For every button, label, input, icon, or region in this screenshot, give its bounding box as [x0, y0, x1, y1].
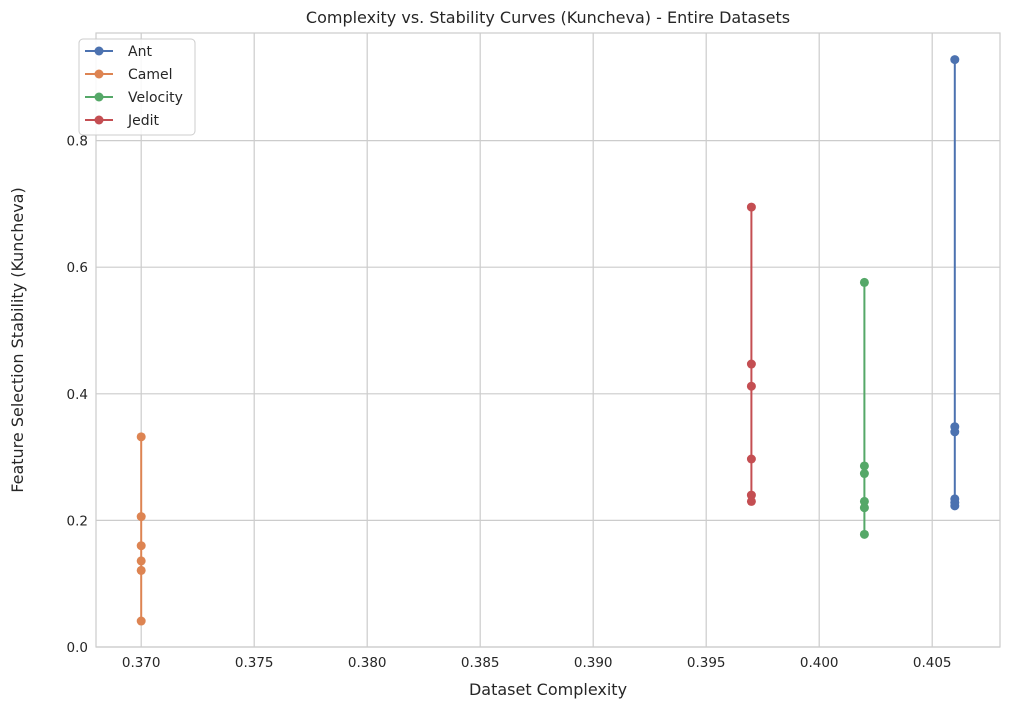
data-point — [859, 496, 869, 506]
series-velocity — [859, 277, 869, 539]
x-tick-label: 0.390 — [574, 655, 613, 671]
series-ant — [950, 55, 960, 511]
series-jedit — [746, 202, 756, 506]
x-tick-label: 0.370 — [122, 655, 161, 671]
y-tick-label: 0.2 — [67, 513, 88, 529]
plot-frame — [95, 32, 1001, 648]
y-tick-label: 0.6 — [67, 260, 88, 276]
data-point — [859, 529, 869, 539]
x-tick-labels: 0.370 0.375 0.380 0.385 0.390 0.395 0.400 0.405 — [122, 655, 952, 671]
legend-label: Camel — [128, 67, 173, 83]
data-point — [136, 565, 146, 575]
data-point — [136, 556, 146, 566]
chart-title: Complexity vs. Stability Curves (Kunchev… — [306, 8, 790, 27]
x-tick-label: 0.395 — [687, 655, 726, 671]
legend-item-ant: Ant — [85, 44, 152, 60]
legend-box — [78, 38, 196, 136]
legend-item-velocity: Velocity — [85, 90, 183, 106]
legend-marker — [94, 115, 104, 125]
legend-item-camel: Camel — [85, 67, 173, 83]
y-tick-label: 0.4 — [67, 387, 88, 403]
data-point — [746, 381, 756, 391]
data-point — [136, 512, 146, 522]
series-camel — [136, 432, 146, 626]
legend-marker — [94, 92, 104, 102]
legend: Ant Camel Velocity Jedit — [78, 38, 196, 136]
data-point — [746, 454, 756, 464]
data-point — [859, 503, 869, 513]
data-point — [950, 427, 960, 437]
data-point — [746, 202, 756, 212]
x-axis-label: Dataset Complexity — [469, 680, 627, 699]
data-point — [136, 432, 146, 442]
y-tick-labels: 0.0 0.2 0.4 0.6 0.8 — [67, 134, 88, 656]
data-point — [746, 490, 756, 500]
x-tick-label: 0.400 — [800, 655, 839, 671]
x-tick-label: 0.380 — [348, 655, 387, 671]
data-point — [746, 359, 756, 369]
data-point — [746, 496, 756, 506]
data-point — [859, 469, 869, 479]
x-tick-label: 0.405 — [913, 655, 952, 671]
plot-area — [96, 33, 1000, 647]
data-point — [950, 501, 960, 511]
data-point — [859, 277, 869, 287]
legend-item-jedit: Jedit — [85, 113, 160, 129]
legend-label: Jedit — [127, 113, 160, 129]
y-axis-label: Feature Selection Stability (Kuncheva) — [8, 187, 27, 492]
data-point — [136, 541, 146, 551]
legend-label: Velocity — [128, 90, 183, 106]
data-point — [859, 461, 869, 471]
series-layer — [136, 55, 960, 626]
data-point — [950, 55, 960, 65]
legend-marker — [94, 46, 104, 56]
x-tick-label: 0.385 — [461, 655, 500, 671]
y-tick-label: 0.8 — [67, 134, 88, 150]
y-tick-label: 0.0 — [67, 640, 88, 656]
data-point — [136, 616, 146, 626]
legend-label: Ant — [128, 44, 152, 60]
x-tick-label: 0.375 — [235, 655, 274, 671]
legend-marker — [94, 69, 104, 79]
